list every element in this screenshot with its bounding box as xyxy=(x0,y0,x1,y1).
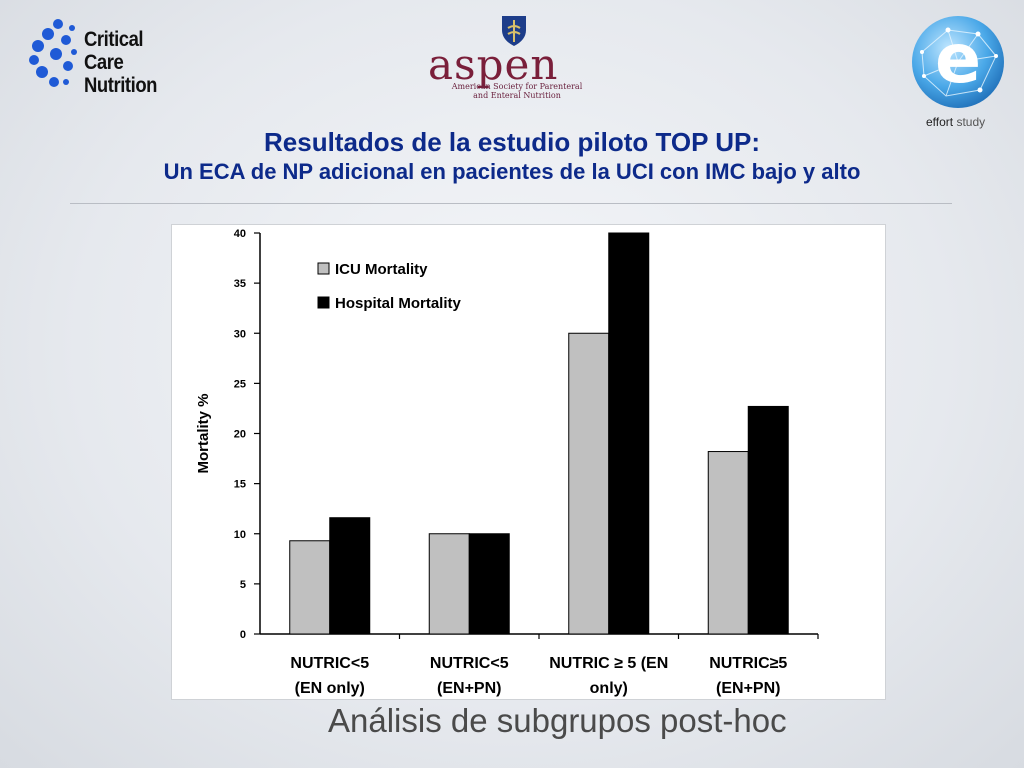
bar-icu-mortality xyxy=(707,451,749,635)
bar-hospital-mortality xyxy=(747,405,789,635)
x-category-label: NUTRIC<5 xyxy=(430,655,509,672)
bar-icu-mortality xyxy=(289,540,331,635)
nutrition-line: Nutrition xyxy=(84,74,158,97)
critical-care-nutrition-logo: Critical Care Nutrition xyxy=(28,16,188,97)
aspen-shield-icon xyxy=(502,16,526,46)
y-tick-label: 30 xyxy=(234,328,246,340)
aspen-logo: aspen American Society for Parenteral an… xyxy=(420,14,610,104)
bar-hospital-mortality xyxy=(468,533,510,635)
y-tick-label: 5 xyxy=(240,579,246,591)
x-category-label: NUTRIC≥5 xyxy=(709,655,787,672)
y-tick-label: 15 xyxy=(234,479,246,491)
effort-globe-icon: e xyxy=(912,16,1004,108)
bar-icu-mortality xyxy=(568,332,610,635)
footer-caption: Análisis de subgrupos post-hoc xyxy=(328,702,787,739)
aspen-subtitle-line2: and Enteral Nutrition xyxy=(473,91,561,100)
legend-label: ICU Mortality xyxy=(335,261,428,278)
effort-caption-bold: effort xyxy=(926,115,954,129)
aspen-subtitle-line1: American Society for Parenteral xyxy=(451,82,583,91)
slide-title: Resultados de la estudio piloto TOP UP: xyxy=(264,127,760,157)
legend-label: Hospital Mortality xyxy=(335,295,462,312)
x-category-label: NUTRIC ≥ 5 (EN xyxy=(549,655,668,672)
x-category-label: only) xyxy=(590,680,628,697)
x-category-label: (EN only) xyxy=(295,680,365,697)
x-category-label: (EN+PN) xyxy=(716,680,780,697)
aspen-wordmark: aspen xyxy=(428,40,559,89)
bar-hospital-mortality xyxy=(329,517,371,635)
y-tick-label: 40 xyxy=(234,228,246,240)
legend-swatch xyxy=(317,262,330,275)
x-category-label: NUTRIC<5 xyxy=(290,655,369,672)
effort-letter: e xyxy=(935,20,981,99)
bar-hospital-mortality xyxy=(608,232,650,635)
chart-canvas: 0 5 10 15 20 25 30 35 40 Mortality % NUTRIC<5 (EN o… xyxy=(195,228,819,697)
header-divider xyxy=(70,203,952,204)
x-category-label: (EN+PN) xyxy=(437,680,501,697)
effort-study-logo: e effort study xyxy=(904,12,1008,132)
y-axis-label: Mortality % xyxy=(195,393,212,473)
bar-icu-mortality xyxy=(428,533,470,635)
mortality-chart: 0 5 10 15 20 25 30 35 40 Mortality % NUTRIC<5 (EN o… xyxy=(171,224,886,700)
legend-swatch xyxy=(317,296,330,309)
slide-header: Resultados de la estudio piloto TOP UP: … xyxy=(40,126,984,186)
y-tick-label: 25 xyxy=(234,378,246,390)
y-tick-label: 0 xyxy=(240,629,246,641)
slide-subtitle: Un ECA de NP adicional en pacientes de l… xyxy=(163,159,861,184)
y-tick-label: 35 xyxy=(234,278,246,290)
y-tick-label: 20 xyxy=(234,429,246,441)
critical-care-molecule-icon xyxy=(29,19,77,87)
critical-care-line: Critical Care xyxy=(84,28,144,74)
y-tick-label: 10 xyxy=(234,529,246,541)
effort-caption-rest: study xyxy=(953,115,986,129)
